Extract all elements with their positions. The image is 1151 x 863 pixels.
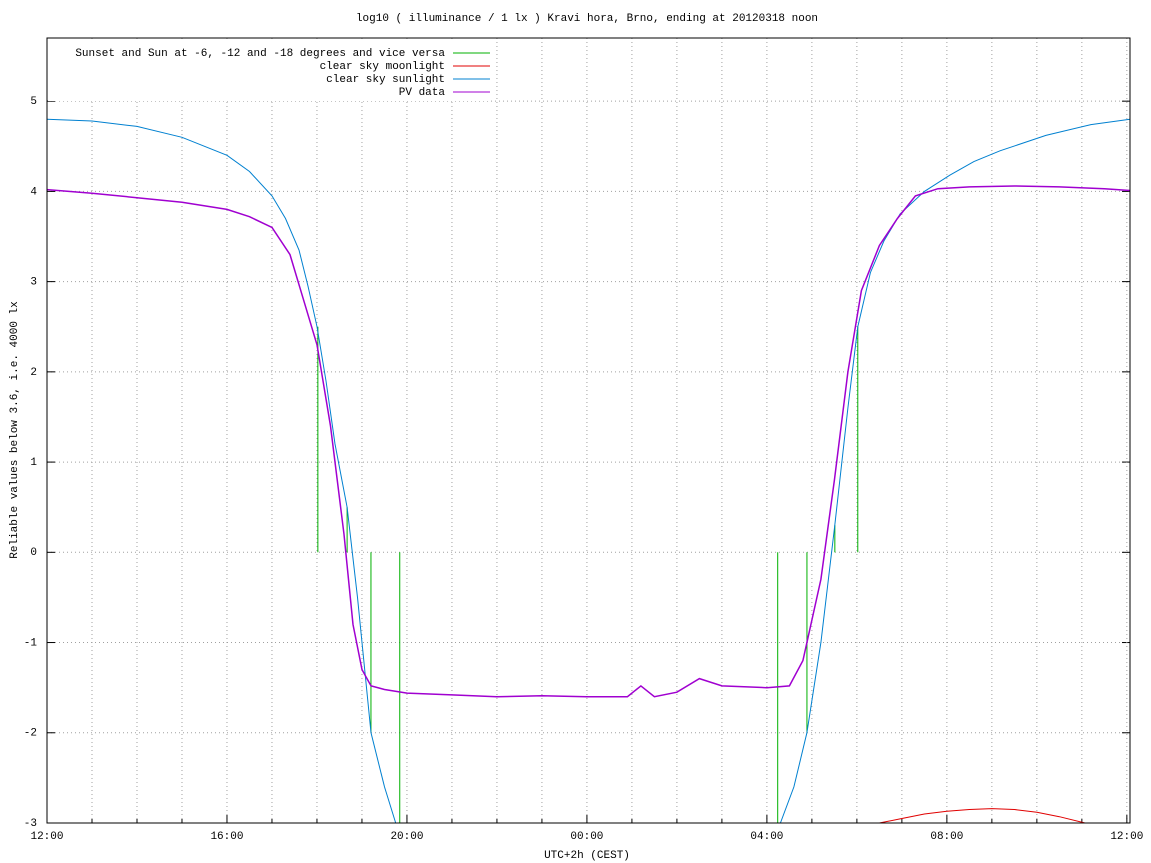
x-tick-label: 04:00 <box>750 831 783 843</box>
y-tick-label: 0 <box>30 547 37 559</box>
y-tick-label: 5 <box>30 96 37 108</box>
plot-area <box>47 118 1130 823</box>
y-tick-label: -2 <box>24 728 37 740</box>
y-tick-label: -1 <box>24 637 38 649</box>
plot-frame <box>46 37 1131 824</box>
x-tick-label: 12:00 <box>1110 831 1143 843</box>
x-tick-label: 16:00 <box>210 831 243 843</box>
y-tick-label: -3 <box>24 818 37 830</box>
legend-box <box>48 39 491 101</box>
legend-label: Sunset and Sun at -6, -12 and -18 degree… <box>75 48 445 60</box>
x-axis-label: UTC+2h (CEST) <box>544 850 630 862</box>
x-tick-label: 20:00 <box>390 831 423 843</box>
legend-label: clear sky moonlight <box>320 61 445 73</box>
y-tick-label: 2 <box>30 367 37 379</box>
legend-label: clear sky sunlight <box>326 74 445 86</box>
y-axis-label: Reliable values below 3.6, i.e. 4000 lx <box>9 301 21 559</box>
series-line <box>879 808 1086 823</box>
y-tick-label: 1 <box>30 457 37 469</box>
chart-title: log10 ( illuminance / 1 lx ) Kravi hora,… <box>356 13 818 25</box>
y-tick-label: 3 <box>30 277 37 289</box>
y-tick-label: 4 <box>30 186 37 198</box>
legend-label: PV data <box>399 87 446 99</box>
series-line <box>47 118 1130 823</box>
series-line <box>47 185 1130 698</box>
x-tick-label: 12:00 <box>30 831 63 843</box>
x-tick-label: 08:00 <box>930 831 963 843</box>
x-tick-label: 00:00 <box>570 831 603 843</box>
